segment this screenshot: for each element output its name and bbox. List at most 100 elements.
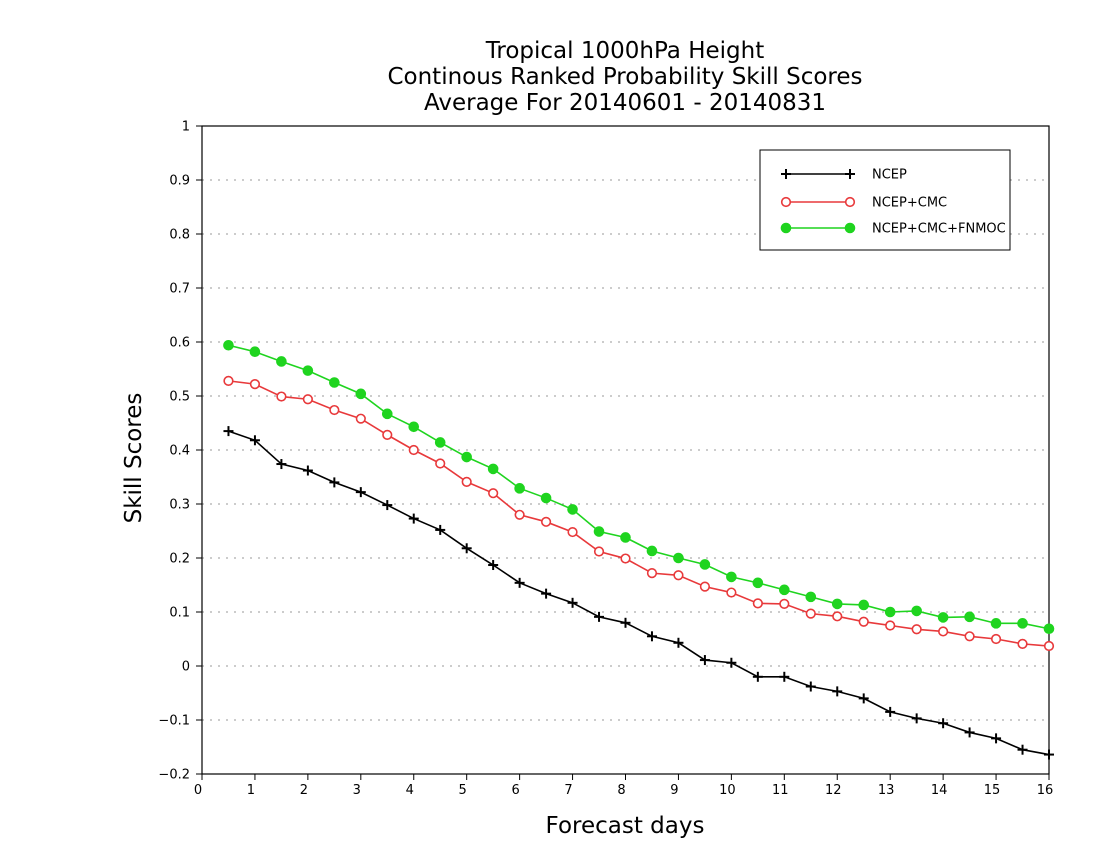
- data-point: [805, 681, 816, 692]
- data-point: [514, 577, 525, 588]
- data-point: [567, 597, 578, 608]
- data-point: [752, 598, 763, 609]
- x-tick-label: 2: [300, 783, 308, 798]
- series-line: [228, 344, 1050, 630]
- data-point: [223, 375, 234, 386]
- data-point: [355, 487, 366, 498]
- y-tick-label: −0.2: [158, 768, 190, 783]
- y-tick-label: 0: [182, 660, 190, 675]
- data-point: [911, 605, 922, 617]
- data-point: [858, 599, 870, 611]
- data-point: [249, 435, 260, 446]
- x-tick-label: 11: [772, 783, 789, 798]
- y-tick-label: 0.8: [169, 228, 190, 243]
- y-tick-label: 0.3: [169, 498, 190, 513]
- data-point: [435, 524, 446, 535]
- data-point: [1017, 744, 1028, 755]
- data-point: [249, 346, 261, 358]
- legend-item: NCEP+CMC+FNMOC: [780, 222, 1006, 237]
- legend: NCEP NCEP+CMC NCEP+CMC+FNMOC: [759, 149, 1011, 251]
- data-point: [805, 608, 816, 619]
- data-point: [673, 570, 684, 581]
- data-point: [1044, 749, 1054, 760]
- data-point: [884, 606, 896, 618]
- y-axis-label: Skill Scores: [121, 393, 147, 524]
- x-tick-label: 5: [459, 783, 467, 798]
- data-point: [487, 463, 499, 475]
- legend-item: NCEP+CMC: [780, 196, 947, 211]
- chart-title-line-1: Tropical 1000hPa Height: [485, 38, 765, 64]
- y-tick-label: 0.5: [169, 390, 190, 405]
- series-line: [228, 430, 1050, 756]
- data-point: [355, 413, 366, 424]
- x-tick-label: 15: [984, 783, 1001, 798]
- legend-items: NCEP NCEP+CMC NCEP+CMC+FNMOC: [780, 168, 1006, 237]
- x-tick-label: 6: [511, 783, 519, 798]
- legend-marker: [780, 196, 792, 208]
- data-point: [726, 587, 737, 598]
- x-tick-label: 4: [406, 783, 414, 798]
- x-tick-label: 16: [1037, 783, 1054, 798]
- data-point: [540, 492, 552, 504]
- data-point: [699, 655, 710, 666]
- y-axis: −0.2 −0.1 0 0.1 0.2 0.3 0.4 0.5 0.6 0.7 0.8 0.9 1: [158, 120, 202, 783]
- data-point: [832, 611, 843, 622]
- data-point: [726, 657, 737, 668]
- y-tick-label: 0.2: [169, 552, 190, 567]
- data-point: [461, 476, 472, 487]
- data-point: [276, 391, 287, 402]
- data-point: [408, 513, 419, 524]
- x-axis-label: Forecast days: [546, 813, 705, 839]
- data-point: [540, 516, 552, 527]
- x-tick-label: 9: [670, 783, 678, 798]
- data-point: [461, 543, 472, 554]
- series-1: [223, 426, 1054, 760]
- data-point: [593, 526, 605, 537]
- legend-label: NCEP+CMC+FNMOC: [872, 222, 1006, 237]
- legend-marker: [781, 169, 791, 179]
- data-point: [302, 365, 314, 376]
- series-layer: [223, 339, 1055, 760]
- data-point: [435, 458, 446, 469]
- data-point: [408, 444, 419, 456]
- data-point: [514, 509, 525, 520]
- data-point: [779, 671, 790, 682]
- chart-title-line-3: Average For 20140601 - 20140831: [424, 90, 826, 116]
- series-line: [228, 380, 1050, 647]
- data-point: [514, 483, 525, 494]
- chart-title: Tropical 1000hPa Height Continous Ranked…: [387, 38, 862, 116]
- y-tick-label: 0.6: [169, 336, 190, 351]
- data-point: [938, 626, 949, 637]
- data-point: [594, 611, 605, 622]
- chart-title-line-2: Continous Ranked Probability Skill Score…: [387, 64, 862, 90]
- x-tick-label: 0: [194, 783, 202, 798]
- data-point: [858, 693, 869, 704]
- x-tick-label: 12: [825, 783, 842, 798]
- data-point: [620, 532, 631, 543]
- y-tick-label: 0.1: [169, 606, 190, 621]
- data-point: [964, 727, 975, 738]
- x-axis: 0 1 2 3 4 5 6 7 8 9 10 11 12 13 14 15 16: [194, 774, 1053, 798]
- legend-marker: [780, 222, 792, 234]
- data-point: [434, 437, 446, 448]
- data-point: [805, 591, 817, 603]
- data-point: [699, 559, 711, 570]
- x-tick-label: 13: [878, 783, 895, 798]
- legend-box: [759, 149, 1011, 251]
- data-point: [858, 616, 869, 627]
- data-point: [355, 388, 367, 400]
- data-point: [223, 426, 234, 437]
- series-3: [223, 339, 1055, 635]
- data-point: [990, 618, 1002, 629]
- legend-marker: [845, 169, 855, 179]
- data-point: [620, 553, 631, 564]
- data-point: [276, 459, 287, 470]
- data-point: [461, 451, 472, 463]
- data-point: [620, 617, 631, 628]
- data-point: [646, 631, 657, 642]
- data-point: [964, 631, 975, 642]
- data-point: [1043, 623, 1055, 635]
- data-point: [223, 339, 234, 351]
